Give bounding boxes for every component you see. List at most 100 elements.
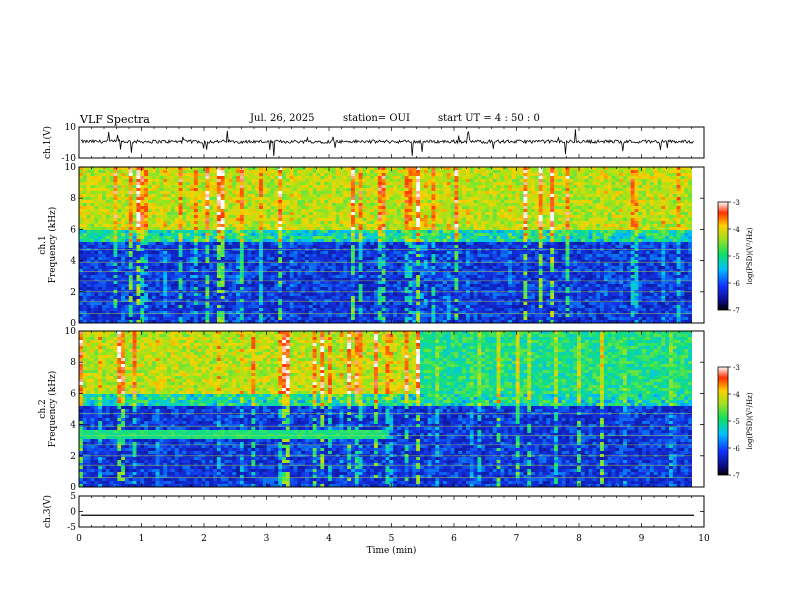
ch1-spectrogram-cell (370, 209, 375, 213)
ch1-spectrogram-cell (236, 212, 241, 216)
ch1-spectrogram-cell (669, 191, 674, 195)
ch1-spectrogram-cell (255, 179, 260, 183)
ch1-spectrogram-cell (611, 173, 616, 177)
ch1-spectrogram-cell (305, 182, 310, 186)
ch1-spectrogram-cell (347, 191, 352, 195)
ch1-spectrogram-cell (285, 194, 291, 198)
ch1-spectrogram-cell (623, 191, 628, 195)
ch1-spectrogram-cell (469, 179, 475, 183)
ch1-spectrogram-cell (220, 254, 225, 258)
ch1-spectrogram-cell (389, 230, 394, 234)
ch1-spectrogram-cell (86, 242, 91, 246)
ch1-spectrogram-cell (255, 191, 260, 195)
ch1-spectrogram-cell (293, 236, 298, 240)
ch1-spectrogram-cell (442, 254, 448, 258)
ch1-spectrogram-cell (90, 206, 95, 210)
ch1-spectrogram-cell (182, 185, 187, 189)
ch1-spectrogram-cell (117, 179, 122, 183)
ch1-spectrogram-cell (538, 176, 543, 180)
ch1-spectrogram-cell (374, 221, 379, 225)
ch1-spectrogram-cell (247, 173, 252, 177)
ch1-spectrogram-cell (542, 182, 547, 186)
ch1-spectrogram-cell (358, 239, 363, 243)
ch1-spectrogram-cell (186, 191, 191, 195)
ch1-spectrogram-cell (550, 182, 555, 186)
ch1-spectrogram-cell (450, 191, 455, 195)
ch1-spectrogram-cell (393, 236, 398, 240)
ch1-spectrogram-cell (190, 230, 195, 234)
ch1-spectrogram-cell (481, 176, 486, 180)
ch1-spectrogram-cell (90, 218, 95, 222)
ch1-spectrogram-cell (251, 194, 256, 198)
ch1-spectrogram-cell (565, 191, 570, 195)
ch1-spectrogram-cell (592, 203, 597, 207)
ch1-spectrogram-cell (653, 194, 658, 198)
ch1-spectrogram-cell (534, 173, 540, 177)
ch1-spectrogram-cell (481, 209, 486, 213)
ch1-spectrogram-cell (623, 200, 628, 204)
ch1-spectrogram-cell (377, 182, 383, 186)
ch1-spectrogram-cell (251, 188, 256, 192)
ch1-spectrogram-cell (308, 197, 314, 201)
ch1-spectrogram-cell (324, 257, 329, 261)
ch1-spectrogram-cell (588, 200, 593, 204)
ch1-spectrogram-cell (236, 191, 241, 195)
ch1-spectrogram-cell (592, 227, 597, 231)
ch1-spectrogram-cell (649, 203, 655, 207)
ch1-spectrogram-cell (435, 215, 440, 219)
ch1-spectrogram-cell (465, 176, 471, 180)
ch1-spectrogram-cell (492, 254, 497, 258)
ch1-spectrogram-cell (439, 254, 444, 258)
ch1-spectrogram-cell (328, 251, 333, 255)
ch1-spectrogram-cell (508, 194, 513, 198)
ch1-spectrogram-cell (619, 236, 624, 240)
ch1-spectrogram-cell (289, 191, 294, 195)
ch1-spectrogram-cell (247, 188, 252, 192)
ch1-spectrogram-cell (243, 188, 248, 192)
ch1-spectrogram-cell (163, 197, 168, 201)
ch1-spectrogram-cell (159, 251, 164, 255)
ch1-spectrogram-cell (282, 194, 287, 198)
ch1-spectrogram-cell (243, 182, 248, 186)
ch1-spectrogram-cell (661, 242, 666, 246)
ch1-spectrogram-cell (293, 224, 298, 228)
ch1-spectrogram-cell (462, 200, 467, 204)
ch1-spectrogram-cell (427, 251, 432, 255)
ch1-spectrogram-cell (496, 182, 501, 186)
ch1-spectrogram-cell (213, 185, 218, 189)
ch1-spectrogram-cell (680, 185, 685, 189)
ch1-spectrogram-cell (607, 233, 612, 237)
ch1-spectrogram-cell (615, 230, 620, 234)
ch1-spectrogram-cell (270, 227, 275, 231)
ch1-spectrogram-cell (190, 242, 195, 246)
ch1-spectrogram-cell (534, 197, 540, 201)
ch1-spectrogram-cell (262, 179, 268, 183)
ch1-spectrogram-cell (98, 182, 103, 186)
ch1-spectrogram-cell (550, 242, 555, 246)
ch1-spectrogram-cell (488, 203, 494, 207)
ch1-spectrogram-cell (232, 251, 237, 255)
ch1-spectrogram-cell (358, 242, 363, 246)
ch1-spectrogram-cell (462, 251, 467, 255)
ch1-spectrogram-cell (646, 179, 651, 183)
ch1-spectrogram-cell (611, 170, 616, 174)
ch1-spectrogram-cell (335, 254, 340, 258)
ch1-spectrogram-cell (274, 167, 279, 171)
ch1-spectrogram-cell (190, 203, 195, 207)
ch1-spectrogram-cell (523, 233, 528, 237)
ch1-spectrogram-cell (205, 215, 210, 219)
ch1-spectrogram-cell (600, 215, 605, 219)
ch1-spectrogram-cell (209, 251, 214, 255)
ch1-spectrogram-cell (86, 212, 91, 216)
ch1-spectrogram-cell (661, 200, 666, 204)
ch1-spectrogram-cell (186, 221, 191, 225)
ch1-spectrogram-cell (473, 203, 478, 207)
ch1-spectrogram-cell (546, 209, 551, 213)
ch1-spectrogram-cell (615, 185, 620, 189)
ch1-spectrogram-cell (523, 227, 528, 231)
ch1-spectrogram-cell (630, 167, 635, 171)
ch1-spectrogram-cell (592, 245, 597, 249)
ch1-spectrogram-cell (431, 206, 436, 210)
ch1-spectrogram-cell (649, 194, 655, 198)
ch1-spectrogram-cell (377, 242, 383, 246)
